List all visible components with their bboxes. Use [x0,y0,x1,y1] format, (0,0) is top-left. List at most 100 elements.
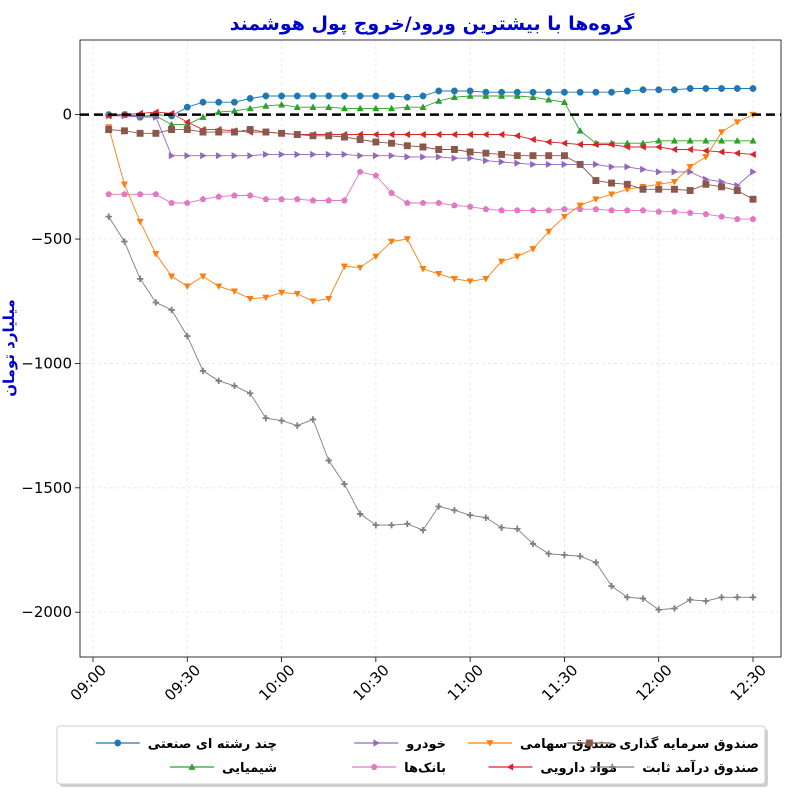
data-point [372,92,380,100]
data-point [607,191,616,198]
data-point [576,127,584,134]
data-point [655,168,663,176]
data-point [340,92,348,100]
data-point [419,130,426,139]
data-point [592,196,600,203]
data-point [262,414,270,422]
data-point [482,149,490,157]
data-point [560,139,568,147]
data-point [451,507,458,514]
data-point [388,521,395,529]
data-point [749,85,757,92]
data-point [718,85,726,92]
data-point [466,130,473,139]
data-point [404,520,411,528]
data-point [372,253,380,261]
data-point [136,218,144,226]
data-point [419,199,427,206]
legend-marker [373,739,380,747]
data-point [136,275,144,283]
data-point [450,130,458,139]
data-point [670,86,678,94]
series-line [108,216,753,611]
data-point [278,417,285,424]
legend-label: صندوق درآمد ثابت [642,759,759,776]
data-point [482,205,490,213]
y-tick-label: −1500 [21,479,72,497]
data-point [607,140,615,149]
data-point [246,390,254,397]
data-point [514,525,521,533]
data-point [670,185,678,193]
data-point [670,179,679,186]
data-point [434,130,442,139]
data-point [199,128,207,136]
data-point [686,85,694,92]
legend-label: مواد دارویی [540,761,617,776]
data-point [183,199,191,206]
legend-label: صندوق سهامی [520,737,617,752]
data-point [702,210,710,217]
data-point [419,92,427,100]
data-point [278,195,285,203]
data-point [671,168,679,176]
data-point [247,152,254,160]
data-point [513,253,521,261]
data-point [419,266,427,273]
data-point [403,130,411,139]
data-point [655,137,663,144]
data-point [513,206,521,214]
data-point [200,152,207,160]
data-point [466,278,474,286]
data-point [293,195,301,203]
data-point [341,196,348,204]
data-point [702,137,710,144]
data-point [608,88,616,96]
data-point [215,283,223,291]
data-point [733,187,741,194]
data-point [183,283,191,291]
legend-entry: صندوق سرمایه گذاری [567,736,759,752]
data-point [498,206,505,214]
data-point [561,160,569,169]
data-point [560,213,569,221]
data-point [246,95,254,102]
legend-label: بانک‌ها [404,761,446,776]
data-point [168,306,175,314]
data-point [246,126,254,134]
data-point [435,503,442,510]
data-point [246,295,254,303]
data-point [498,158,506,166]
y-tick-label: −2000 [21,603,72,621]
x-tick-label: 12:30 [727,661,770,704]
data-point [168,152,176,160]
data-point [671,208,678,215]
data-point [467,154,474,162]
data-point [561,551,568,559]
data-point [136,129,144,137]
data-point [466,92,474,99]
data-point [655,185,663,193]
data-point [278,129,286,137]
data-point [686,596,694,603]
data-point [309,298,317,305]
data-point [639,185,647,193]
legend-entry: چند رشته ای صنعتی [95,737,277,752]
data-point [278,150,286,159]
data-point [199,273,207,281]
legend-items: چند رشته ای صنعتی شیمیایی خودرو بانک‌ها صندو… [95,736,759,776]
data-point [545,152,553,160]
data-point [294,422,301,429]
data-point [293,290,301,298]
data-point [750,168,757,176]
data-point [466,511,474,519]
data-point [403,103,411,110]
data-point [403,199,411,206]
data-point [246,104,254,112]
data-point [529,135,536,144]
legend-marker [506,763,514,771]
data-point [325,92,333,100]
data-point [686,209,694,216]
series-7 [105,213,757,613]
data-point [545,550,552,557]
